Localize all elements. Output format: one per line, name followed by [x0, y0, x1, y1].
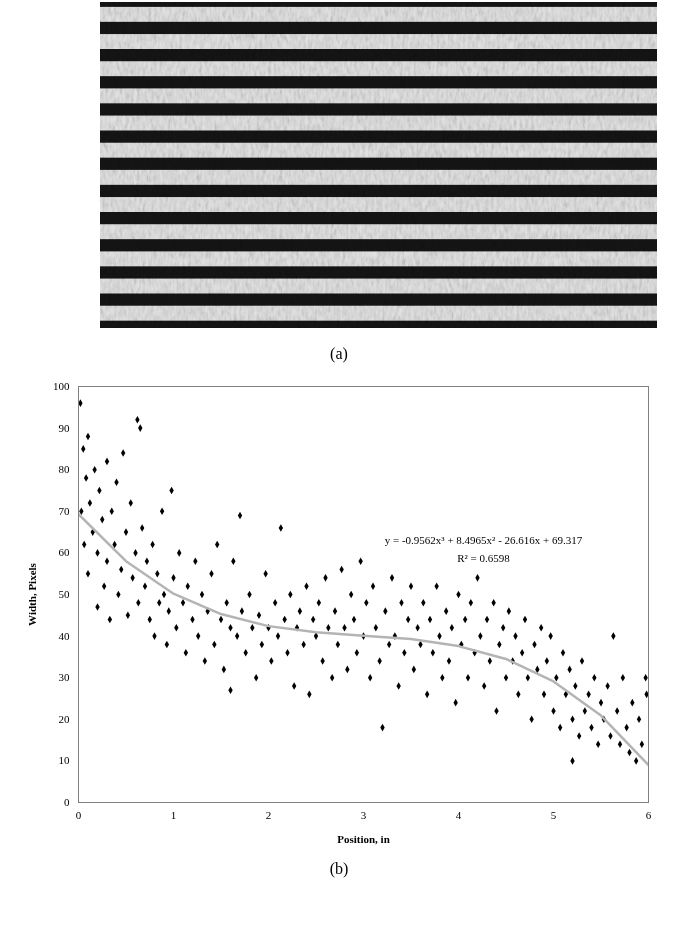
svg-text:1: 1 [171, 809, 177, 821]
svg-text:Position, in: Position, in [337, 833, 390, 845]
svg-text:100: 100 [53, 380, 70, 392]
svg-text:4: 4 [456, 809, 462, 821]
svg-text:y = -0.9562x³ + 8.4965x² - 26.: y = -0.9562x³ + 8.4965x² - 26.616x + 69.… [385, 534, 583, 546]
svg-text:20: 20 [59, 713, 71, 725]
svg-text:50: 50 [59, 588, 71, 600]
svg-text:2: 2 [266, 809, 272, 821]
svg-text:40: 40 [59, 630, 71, 642]
svg-text:5: 5 [551, 809, 557, 821]
svg-text:30: 30 [59, 671, 71, 683]
html-text:(b): (b) [329, 860, 349, 877]
svg-text:0: 0 [76, 809, 82, 821]
html-text:(a): (a) [330, 345, 348, 362]
svg-text:6: 6 [646, 809, 652, 821]
svg-text:70: 70 [59, 505, 71, 517]
svg-text:R² = 0.6598: R² = 0.6598 [457, 552, 510, 564]
svg-text:60: 60 [59, 546, 71, 558]
svg-text:Width, Pixels: Width, Pixels [26, 562, 38, 625]
svg-text:0: 0 [64, 796, 70, 808]
svg-text:80: 80 [59, 463, 71, 475]
svg-text:90: 90 [59, 422, 71, 434]
svg-text:10: 10 [59, 754, 71, 766]
svg-text:3: 3 [361, 809, 367, 821]
